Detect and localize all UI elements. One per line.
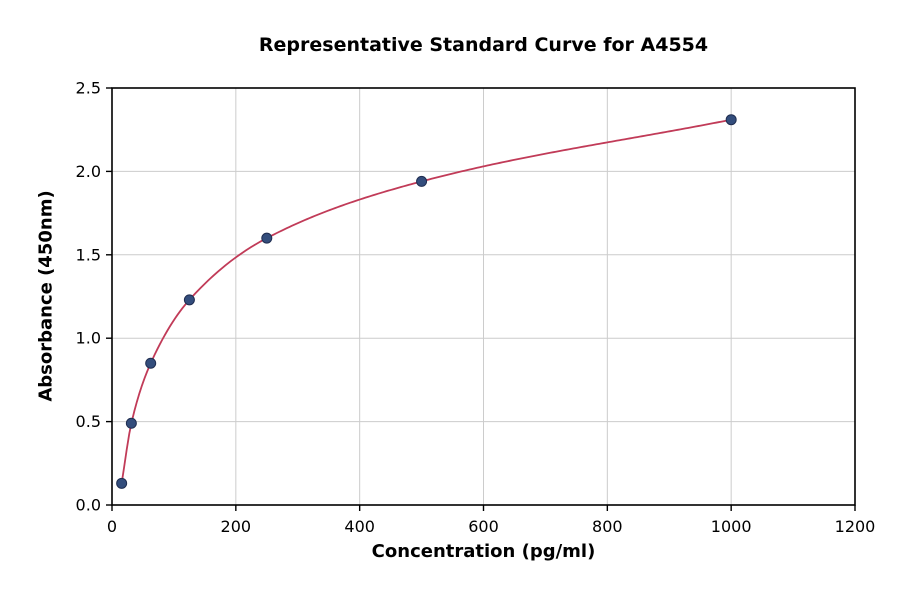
x-tick-label: 1200 <box>835 517 876 536</box>
data-point <box>183 294 195 306</box>
y-tick-label: 0.0 <box>76 496 101 515</box>
standard-curve-line <box>120 118 732 484</box>
data-point <box>416 175 428 187</box>
y-tick-label: 0.5 <box>76 412 101 431</box>
y-tick-label: 1.5 <box>76 245 101 264</box>
data-point <box>261 232 273 244</box>
y-tick-label: 2.5 <box>76 79 101 98</box>
data-point <box>145 357 157 369</box>
data-point <box>725 114 737 126</box>
x-tick-label: 200 <box>221 517 252 536</box>
y-tick-label: 2.0 <box>76 162 101 181</box>
x-tick-label: 1000 <box>711 517 752 536</box>
x-axis-label: Concentration (pg/ml) <box>371 541 596 562</box>
chart-title: Representative Standard Curve for A4554 <box>258 34 709 56</box>
y-tick-label: 1.0 <box>76 329 101 348</box>
data-point <box>116 477 128 489</box>
x-tick-label: 400 <box>344 517 375 536</box>
x-tick-label: 800 <box>592 517 623 536</box>
x-tick-label: 600 <box>468 517 499 536</box>
data-point <box>125 417 137 429</box>
x-tick-label: 0 <box>107 517 117 536</box>
